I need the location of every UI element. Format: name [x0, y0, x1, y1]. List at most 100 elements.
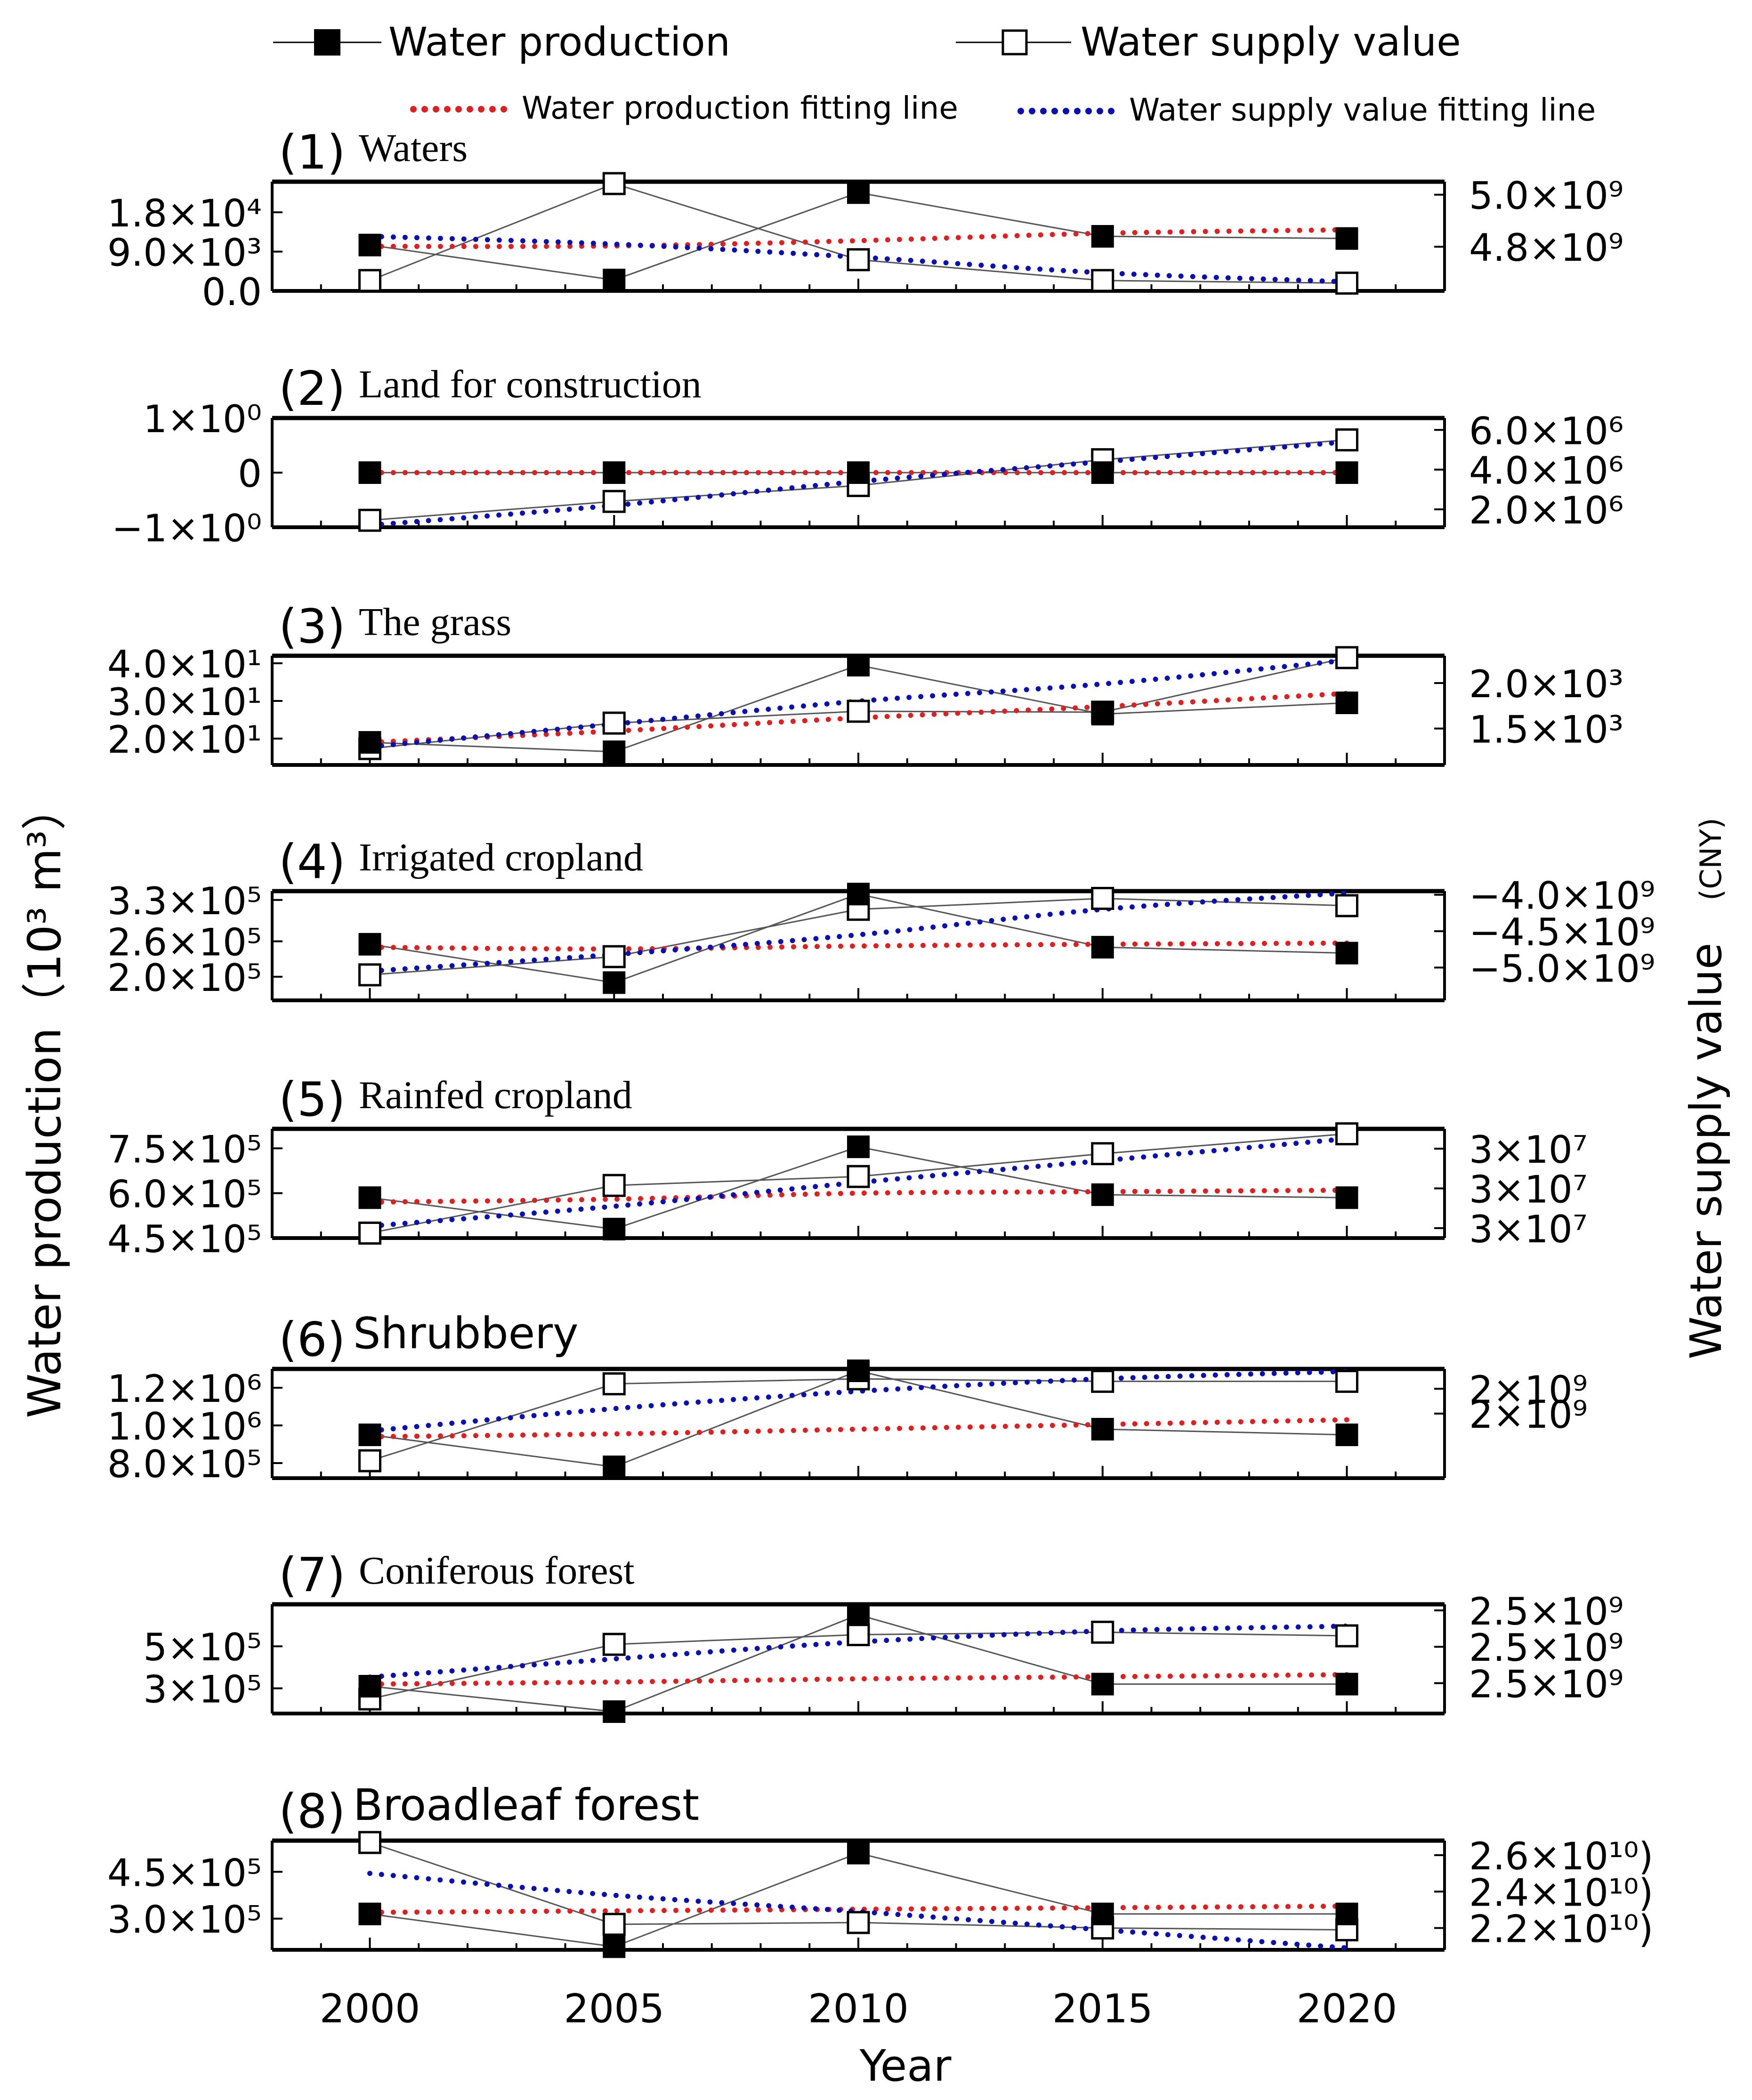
left-tick-label: 7.5×10⁵ [107, 1127, 262, 1171]
x-tick-label-2005: 2005 [564, 1986, 664, 2032]
right-axis-title-unit: (CNY) [1694, 818, 1728, 901]
panel-title: Waters [359, 126, 468, 170]
left-tick-label: 0.0 [202, 270, 262, 314]
production-point-2015 [1091, 1418, 1114, 1440]
left-tick-label: 2.6×10⁵ [107, 921, 262, 965]
production-point-2010 [847, 461, 870, 484]
left-tick-label: 4.5×10⁵ [107, 1217, 262, 1261]
right-tick-label: 3×10⁷ [1469, 1128, 1588, 1172]
left-tick-label: 2.0×10⁵ [107, 956, 262, 1000]
right-tick-label: 2.5×10⁹ [1469, 1590, 1623, 1633]
left-tick-label: −1×10⁰ [112, 507, 262, 550]
left-tick-label: 1.8×10⁴ [107, 192, 262, 235]
right-tick-label: 4.8×10⁹ [1469, 226, 1623, 270]
legend: Water production Water supply value Wate… [273, 19, 1596, 128]
production-point-2020 [1335, 227, 1358, 250]
supply-point-2010 [847, 1911, 870, 1934]
panel-index-label: (6) [279, 1312, 346, 1367]
left-tick-label: 3.0×10¹ [107, 680, 262, 724]
panel-title: Rainfed cropland [359, 1073, 632, 1117]
production-point-2010 [847, 1360, 870, 1382]
production-point-2015 [1091, 461, 1114, 484]
right-tick-label: 2.5×10⁹ [1469, 1663, 1623, 1706]
supply-point-2010 [847, 1165, 870, 1188]
legend-water-supply-value: Water supply value [956, 19, 1461, 65]
right-tick-label: 4.0×10⁶ [1469, 449, 1623, 493]
production-point-2015 [1091, 1673, 1114, 1696]
production-point-2005 [603, 461, 626, 484]
supply-point-2010 [847, 700, 870, 723]
right-tick-label: −4.0×10⁹ [1469, 874, 1655, 918]
supply-point-2000 [358, 508, 381, 532]
supply-point-2020 [1335, 1369, 1358, 1393]
supply-point-2020 [1335, 1624, 1358, 1648]
supply-point-2005 [602, 1174, 626, 1197]
production-point-2015 [1091, 703, 1114, 725]
production-point-2010 [847, 1842, 870, 1865]
production-point-2005 [603, 1456, 626, 1478]
supply-point-2020 [1335, 894, 1358, 917]
supply-point-2015 [1091, 269, 1114, 292]
supply-point-2005 [602, 1372, 626, 1396]
production-point-2005 [603, 740, 626, 763]
x-tick-label-2000: 2000 [320, 1986, 420, 2032]
right-tick-label: 2×10⁹ [1469, 1368, 1588, 1412]
right-tick-label: 2.0×10⁶ [1469, 489, 1623, 532]
production-point-2000 [358, 1424, 381, 1446]
supply-point-2015 [1091, 1369, 1114, 1393]
panel-index-label: (5) [279, 1072, 346, 1127]
supply-point-2005 [602, 1913, 626, 1936]
production-fit-line [367, 1672, 1349, 1687]
left-axis-title: Water production（10³ m³） [18, 785, 71, 1418]
production-point-2005 [603, 971, 626, 994]
supply-point-2000 [358, 1449, 381, 1472]
supply-point-2005 [602, 1633, 626, 1656]
right-tick-label: 1.5×10³ [1469, 708, 1623, 752]
production-point-2000 [358, 1902, 381, 1925]
production-point-2005 [603, 1217, 626, 1240]
left-tick-label: 8.0×10⁵ [107, 1442, 262, 1486]
supply-point-2015 [1091, 1620, 1114, 1644]
supply-fit-line [367, 1871, 1349, 1951]
left-tick-label: 5×10⁵ [143, 1625, 262, 1669]
production-point-2005 [603, 1935, 626, 1958]
production-point-2015 [1091, 1183, 1114, 1206]
panel-index-label: (4) [279, 834, 346, 889]
legend-water-production: Water production [273, 19, 730, 65]
supply-point-2000 [358, 1831, 381, 1854]
panel-2: (2) Land for construction 1×10⁰ 0 −1×10⁰ 6.0×… [112, 361, 1623, 550]
production-point-2020 [1335, 1902, 1358, 1925]
x-tick-label-2015: 2015 [1052, 1986, 1153, 2032]
right-tick-label: 2.6×10¹⁰) [1469, 1834, 1653, 1878]
x-axis-label: Year [859, 2041, 952, 2091]
supply-point-2005 [602, 490, 626, 513]
left-tick-label: 9.0×10³ [107, 231, 262, 274]
production-point-2005 [603, 1700, 626, 1723]
panel-4: (4) Irrigated cropland 3.3×10⁵2.6×10⁵2.0×1… [107, 834, 1655, 1002]
legend-supply-fit: Water supply value fitting line [1017, 92, 1596, 128]
production-point-2015 [1091, 936, 1114, 959]
production-point-2000 [358, 461, 381, 484]
right-tick-label: 3×10⁷ [1469, 1207, 1588, 1251]
left-tick-label: 4.0×10¹ [107, 643, 262, 686]
production-point-2005 [603, 268, 626, 291]
panel-index-label: (8) [279, 1784, 346, 1839]
production-point-2020 [1335, 1186, 1358, 1209]
panel-index-label: (7) [279, 1547, 346, 1602]
left-tick-label: 2.0×10¹ [107, 718, 262, 762]
legend-water-production-label: Water production [388, 19, 730, 65]
right-tick-label: 6.0×10⁶ [1469, 409, 1623, 453]
production-point-2020 [1335, 941, 1358, 965]
production-point-2020 [1335, 1673, 1358, 1696]
supply-fit-line [367, 890, 1349, 974]
production-point-2000 [358, 1186, 381, 1209]
panel-5: (5) Rainfed cropland 7.5×10⁵6.0×10⁵4.5×10⁵… [107, 1072, 1588, 1261]
panel-index-label: (1) [279, 125, 346, 180]
right-axis-title: Water supply value (CNY) [1681, 818, 1731, 1359]
supply-fit-line [367, 1136, 1349, 1229]
supply-point-2005 [602, 172, 626, 195]
supply-point-2020 [1335, 646, 1358, 669]
legend-water-supply-value-label: Water supply value [1081, 19, 1461, 65]
